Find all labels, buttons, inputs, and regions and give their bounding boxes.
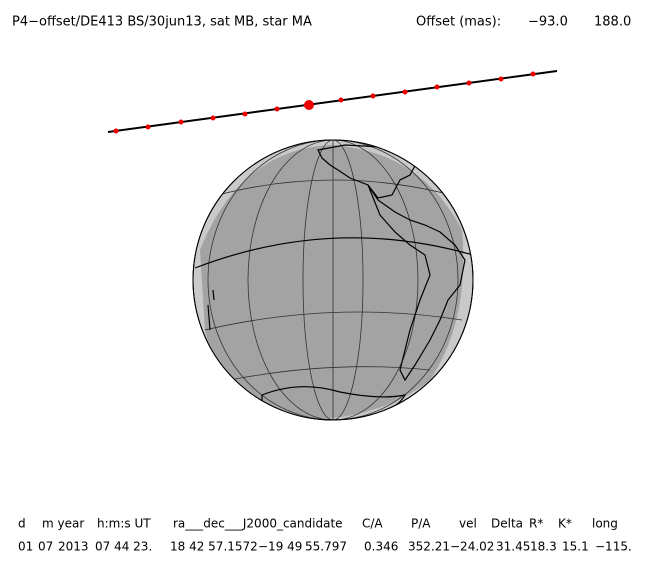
globe <box>192 139 474 421</box>
column-header: long <box>592 517 618 531</box>
offset-value: −93.0 <box>528 15 568 30</box>
column-header: m year <box>42 517 84 531</box>
cell: 01 <box>18 540 33 554</box>
cell: −24.02 <box>450 540 494 554</box>
column-header: ra___dec___J2000_candidate <box>173 517 343 531</box>
cell: 18.3 <box>530 540 557 554</box>
column-header: Delta <box>491 517 523 531</box>
cell: 07 44 23. <box>95 540 152 554</box>
column-header: P/A <box>411 517 431 531</box>
cell: 0.346 <box>364 540 398 554</box>
column-header: K* <box>558 517 572 531</box>
title: P4−offset/DE413 BS/30jun13, sat MB, star… <box>12 15 312 30</box>
cell: 352.21 <box>408 540 450 554</box>
cell: 15.1 <box>562 540 589 554</box>
table: d m year h:m:s UT ra___dec___J2000_candi… <box>18 517 632 554</box>
shadow-track <box>107 70 558 134</box>
cell: 55.797 <box>305 540 347 554</box>
cell: −115. <box>595 540 632 554</box>
cell: −19 49 <box>258 540 302 554</box>
offset-value: 188.0 <box>594 15 631 30</box>
column-header: h:m:s UT <box>97 517 151 531</box>
cell: 2013 <box>58 540 89 554</box>
cell: 18 42 57.1572 <box>170 540 258 554</box>
column-header: d <box>18 517 26 531</box>
cell: 07 <box>38 540 53 554</box>
column-header: R* <box>529 517 543 531</box>
offset-label: Offset (mas): <box>416 15 501 30</box>
cell: 31.45 <box>496 540 530 554</box>
column-header: C/A <box>362 517 383 531</box>
column-header: vel <box>459 517 477 531</box>
